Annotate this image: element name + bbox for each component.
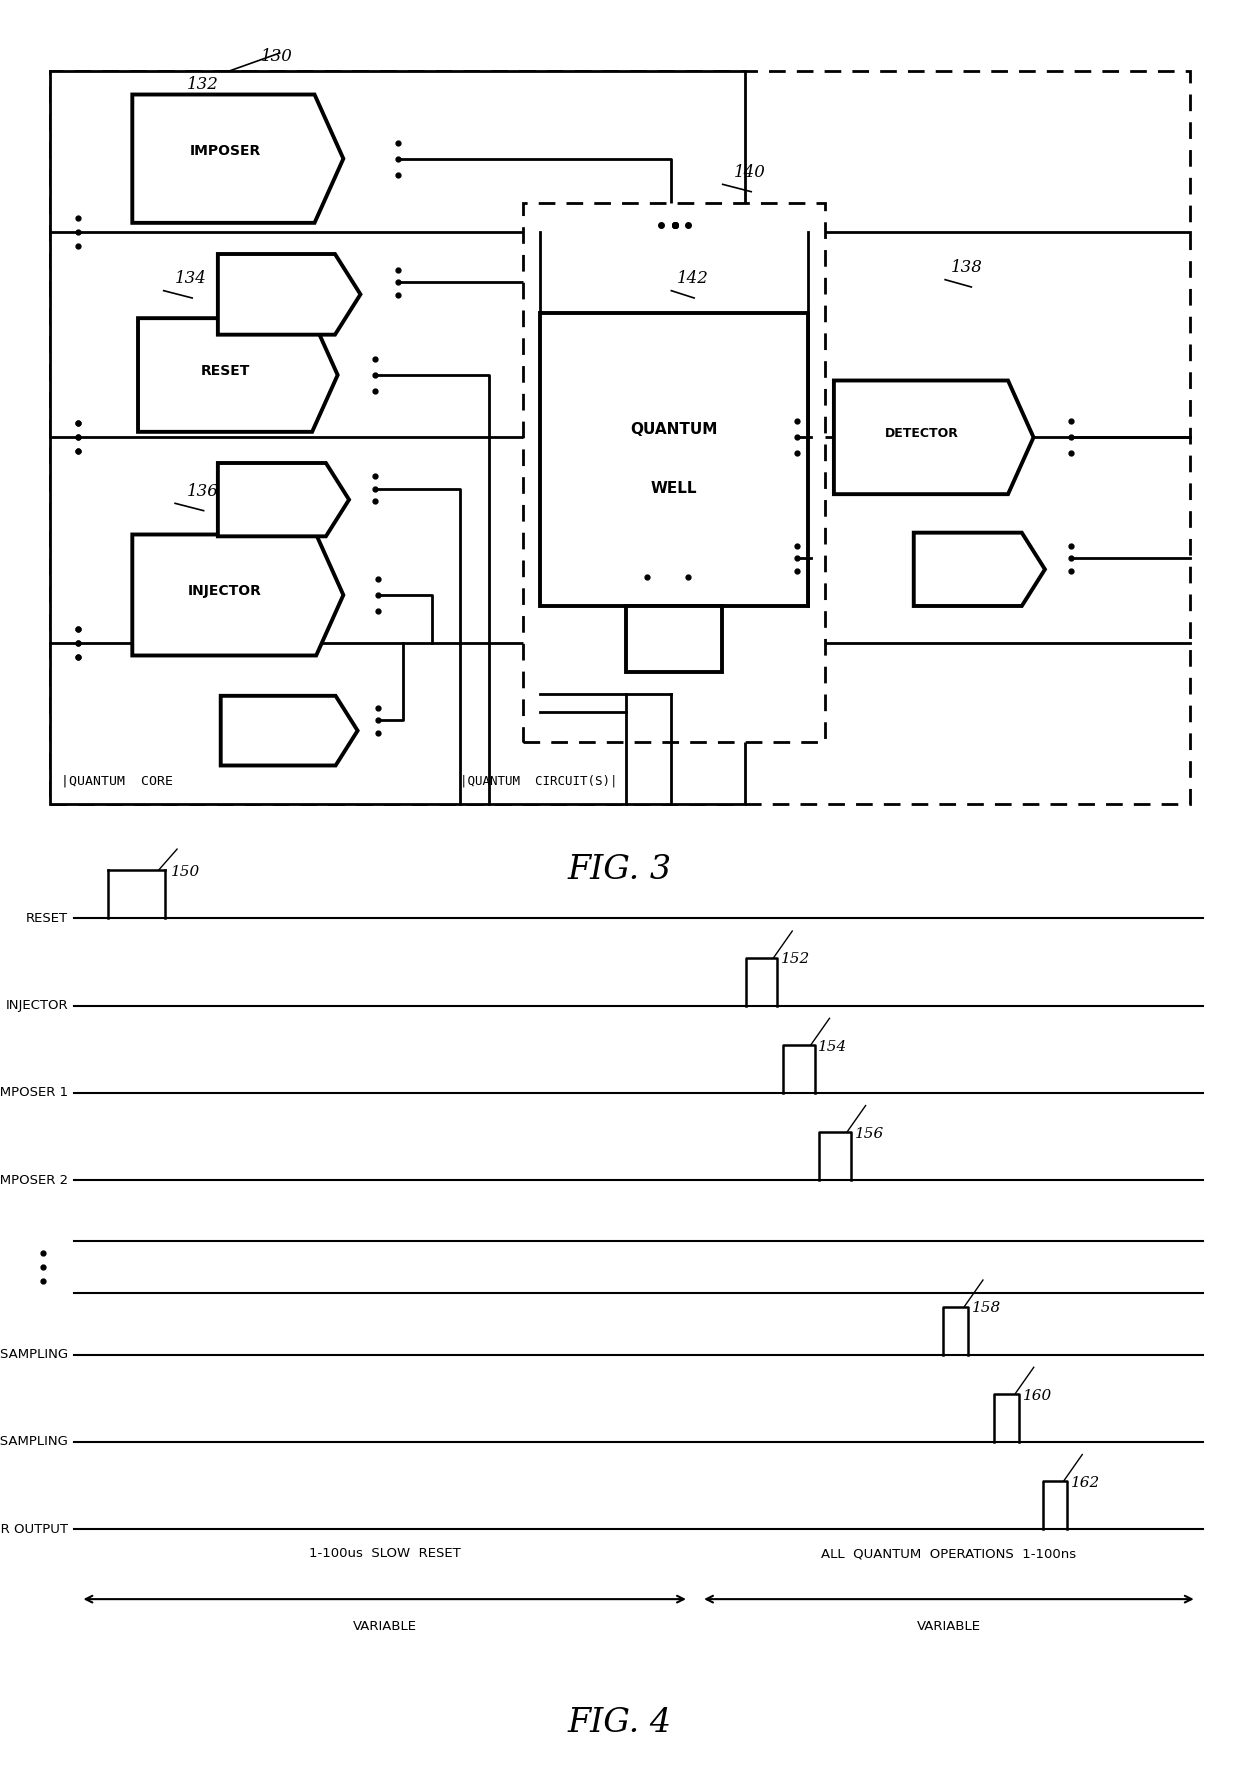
Polygon shape (133, 534, 343, 656)
Bar (50, 71, 1190, 804)
Text: INJECTOR: INJECTOR (188, 585, 262, 599)
Text: VARIABLE: VARIABLE (916, 1620, 981, 1633)
Text: 1-100us  SLOW  RESET: 1-100us SLOW RESET (309, 1548, 460, 1560)
Text: QUANTUM: QUANTUM (630, 422, 718, 438)
Polygon shape (218, 254, 361, 334)
Text: |QUANTUM  CIRCUIT(S)|: |QUANTUM CIRCUIT(S)| (460, 776, 618, 788)
Text: INJECTOR: INJECTOR (5, 998, 68, 1012)
Text: 156: 156 (854, 1127, 884, 1141)
Bar (523, 203, 826, 742)
Bar (541, 313, 808, 606)
Text: 140: 140 (734, 164, 766, 180)
Text: 138: 138 (951, 260, 983, 276)
Text: 158: 158 (972, 1301, 1001, 1315)
Text: 142: 142 (677, 270, 709, 286)
Text: 132: 132 (186, 76, 218, 92)
Text: 150: 150 (171, 866, 200, 880)
Polygon shape (914, 532, 1045, 606)
Text: 136: 136 (186, 482, 218, 500)
Polygon shape (218, 463, 350, 537)
Text: RESET: RESET (26, 912, 68, 924)
Text: FIG. 4: FIG. 4 (568, 1707, 672, 1739)
Text: VARIABLE: VARIABLE (352, 1620, 417, 1633)
Polygon shape (138, 318, 337, 431)
Polygon shape (221, 696, 357, 765)
Text: DETECTOR: DETECTOR (885, 428, 959, 440)
Text: IMPOSER 1: IMPOSER 1 (0, 1087, 68, 1099)
Text: 160: 160 (1023, 1389, 1052, 1403)
Text: 162: 162 (1071, 1475, 1100, 1490)
Text: 154: 154 (818, 1039, 848, 1053)
Bar (50, 71, 745, 804)
Text: DETECTOR REFERENCE SAMPLING: DETECTOR REFERENCE SAMPLING (0, 1348, 68, 1361)
Text: FIG. 3: FIG. 3 (568, 853, 672, 885)
Text: 130: 130 (262, 48, 293, 65)
Polygon shape (835, 380, 1034, 495)
Text: IMPOSER 2: IMPOSER 2 (0, 1173, 68, 1186)
Text: 134: 134 (175, 270, 207, 286)
Text: 152: 152 (781, 952, 811, 967)
Text: WELL: WELL (651, 481, 697, 497)
Text: |QUANTUM  CORE: |QUANTUM CORE (61, 776, 174, 788)
Text: IMPOSER: IMPOSER (190, 145, 260, 159)
Text: DETECTOR OUTPUT: DETECTOR OUTPUT (0, 1523, 68, 1536)
Bar (626, 606, 723, 671)
Text: DETECTOR SIGNAL SAMPLING: DETECTOR SIGNAL SAMPLING (0, 1435, 68, 1449)
Text: RESET: RESET (201, 364, 250, 378)
Text: ALL  QUANTUM  OPERATIONS  1-100ns: ALL QUANTUM OPERATIONS 1-100ns (821, 1548, 1076, 1560)
Polygon shape (133, 94, 343, 223)
